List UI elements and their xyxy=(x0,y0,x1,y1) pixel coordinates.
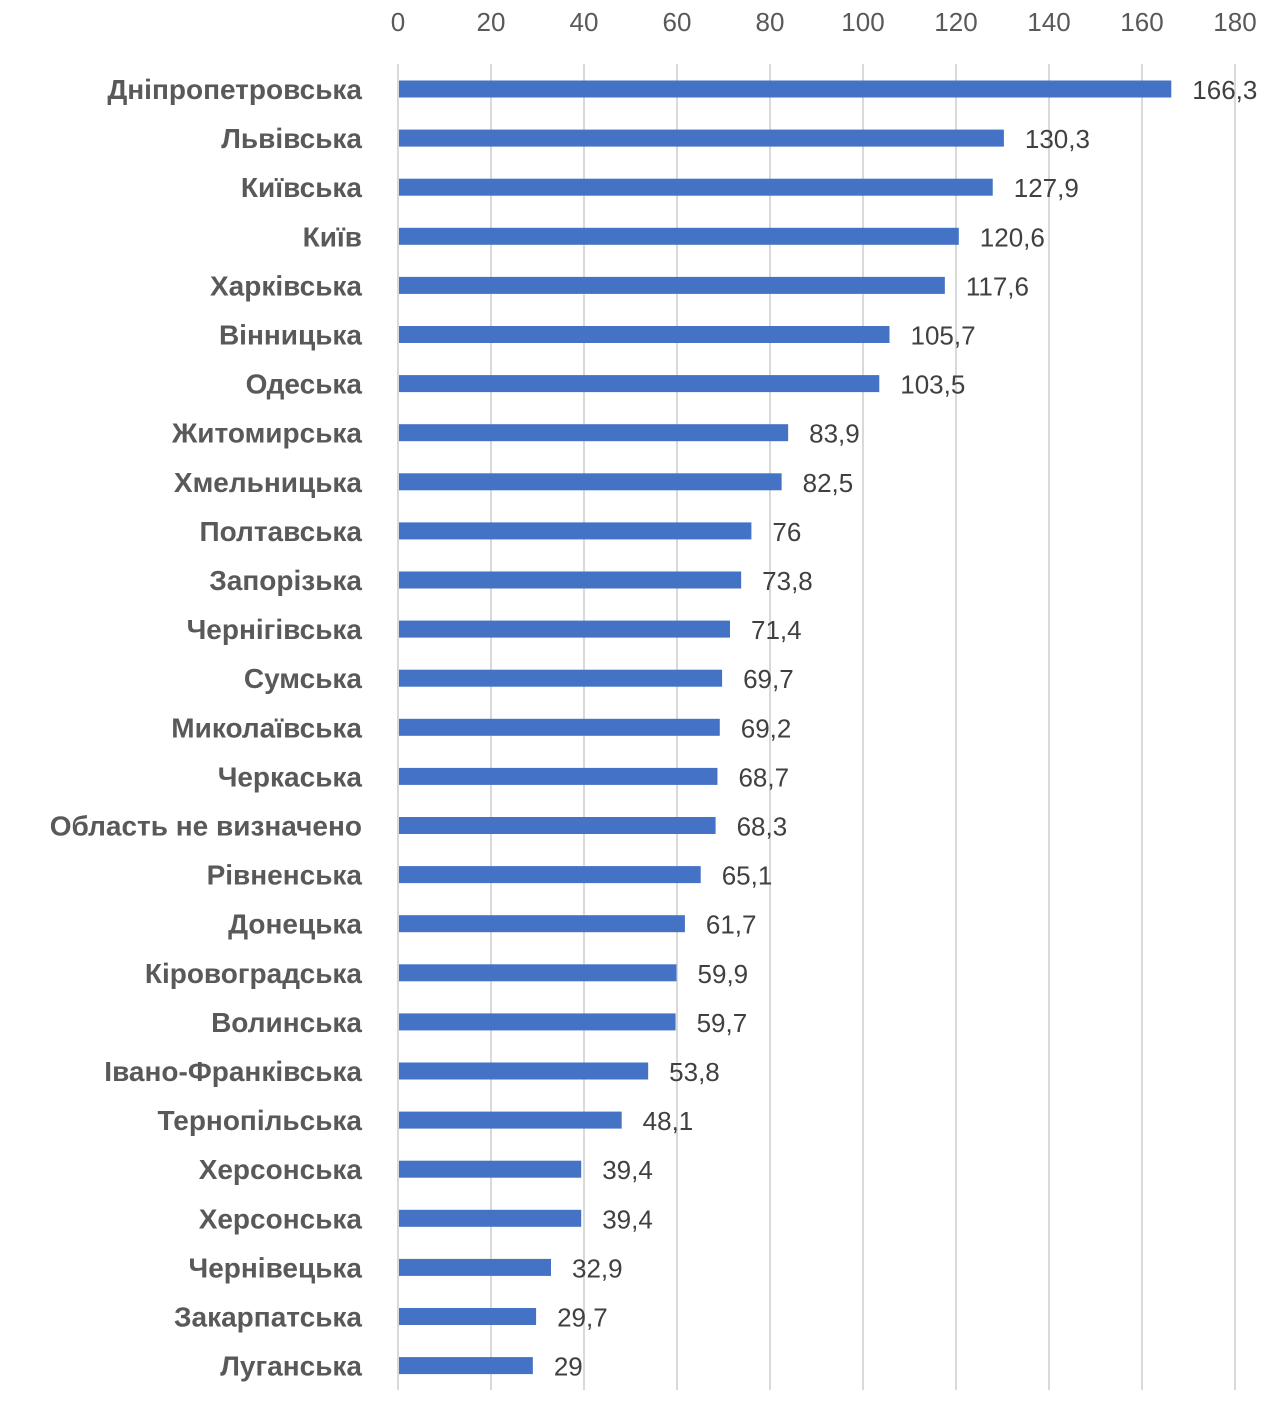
category-label: Хмельницька xyxy=(174,467,363,498)
value-label: 73,8 xyxy=(762,566,813,596)
category-label: Запорізька xyxy=(209,565,362,596)
value-label: 120,6 xyxy=(980,222,1045,252)
value-label: 71,4 xyxy=(751,615,802,645)
category-label: Львівська xyxy=(221,123,362,154)
value-label: 29,7 xyxy=(557,1303,608,1333)
category-label: Сумська xyxy=(244,663,363,694)
x-tick-label: 40 xyxy=(570,7,599,37)
bar xyxy=(399,669,723,687)
category-label: Кіровоградська xyxy=(145,958,363,989)
bar xyxy=(399,620,731,638)
bar xyxy=(399,424,789,442)
bar xyxy=(399,767,718,785)
category-label: Київ xyxy=(303,221,362,252)
category-label: Чернівецька xyxy=(189,1252,363,1283)
category-label: Херсонська xyxy=(199,1203,363,1234)
value-label: 32,9 xyxy=(572,1253,623,1283)
value-label: 105,7 xyxy=(911,321,976,351)
bar xyxy=(399,964,677,982)
x-tick-label: 120 xyxy=(934,7,977,37)
bar xyxy=(399,80,1172,98)
value-label: 69,7 xyxy=(743,664,794,694)
category-label: Херсонська xyxy=(199,1154,363,1185)
bar xyxy=(399,1160,582,1178)
category-label: Луганська xyxy=(220,1351,362,1382)
bars xyxy=(399,80,1172,1375)
category-label: Область не визначено xyxy=(50,811,362,842)
bar xyxy=(399,718,720,736)
category-label: Житомирська xyxy=(171,418,362,449)
value-label: 76 xyxy=(772,517,801,547)
category-label: Івано-Франківська xyxy=(104,1056,362,1087)
bar xyxy=(399,473,782,491)
category-label: Волинська xyxy=(211,1007,362,1038)
category-label: Дніпропетровська xyxy=(107,74,362,105)
value-label: 59,9 xyxy=(698,959,749,989)
x-tick-label: 60 xyxy=(663,7,692,37)
category-label: Полтавська xyxy=(200,516,363,547)
value-label: 82,5 xyxy=(803,468,854,498)
bar xyxy=(399,227,959,245)
category-label: Тернопільська xyxy=(158,1105,363,1136)
value-label: 65,1 xyxy=(722,861,773,891)
bar xyxy=(399,1013,676,1031)
value-label: 59,7 xyxy=(697,1008,748,1038)
bar xyxy=(399,522,752,540)
value-label: 68,3 xyxy=(737,812,788,842)
category-label: Миколаївська xyxy=(171,712,362,743)
value-label: 48,1 xyxy=(643,1106,694,1136)
category-label: Вінницька xyxy=(219,320,362,351)
category-label: Харківська xyxy=(210,270,362,301)
category-label: Київська xyxy=(241,172,362,203)
value-label: 29 xyxy=(554,1352,583,1382)
category-label: Донецька xyxy=(228,909,362,940)
category-label: Чернігівська xyxy=(187,614,363,645)
category-label: Черкаська xyxy=(218,761,363,792)
value-label: 39,4 xyxy=(602,1155,653,1185)
bar xyxy=(399,1209,582,1227)
bar xyxy=(399,1308,537,1325)
category-labels: Дніпропетровська Львівська Київська Київ Хар… xyxy=(50,74,363,1382)
value-labels: 166,3 130,3 127,9 120,6 117,6 105,7 103,5 83,9 8… xyxy=(554,75,1258,1382)
bar xyxy=(399,276,945,294)
bar xyxy=(399,817,716,834)
bar xyxy=(399,866,701,884)
x-tick-label: 80 xyxy=(756,7,785,37)
bar xyxy=(399,326,890,343)
bar xyxy=(399,1357,533,1375)
category-label: Рівненська xyxy=(207,860,363,891)
category-label: Закарпатська xyxy=(174,1302,362,1333)
bar xyxy=(399,129,1004,147)
x-tick-label: 160 xyxy=(1120,7,1163,37)
x-axis-ticks: 0 20 40 60 80 100 120 140 160 180 xyxy=(391,7,1257,37)
value-label: 68,7 xyxy=(738,762,789,792)
x-tick-label: 100 xyxy=(841,7,884,37)
value-label: 83,9 xyxy=(809,419,860,449)
value-label: 39,4 xyxy=(602,1204,653,1234)
bar xyxy=(399,915,685,933)
value-label: 69,2 xyxy=(741,713,792,743)
bar xyxy=(399,1258,551,1276)
bar xyxy=(399,1062,649,1080)
bar xyxy=(399,1111,622,1129)
value-label: 127,9 xyxy=(1014,173,1079,203)
category-label: Одеська xyxy=(246,369,363,400)
value-label: 117,6 xyxy=(966,271,1029,301)
value-label: 61,7 xyxy=(706,910,757,940)
bar xyxy=(399,375,880,393)
x-tick-label: 20 xyxy=(477,7,506,37)
x-tick-label: 180 xyxy=(1213,7,1256,37)
x-tick-label: 0 xyxy=(391,7,405,37)
x-tick-label: 140 xyxy=(1027,7,1070,37)
bar xyxy=(399,178,993,196)
value-label: 166,3 xyxy=(1192,75,1257,105)
bar xyxy=(399,571,742,589)
value-label: 130,3 xyxy=(1025,124,1090,154)
value-label: 103,5 xyxy=(900,370,965,400)
value-label: 53,8 xyxy=(669,1057,720,1087)
